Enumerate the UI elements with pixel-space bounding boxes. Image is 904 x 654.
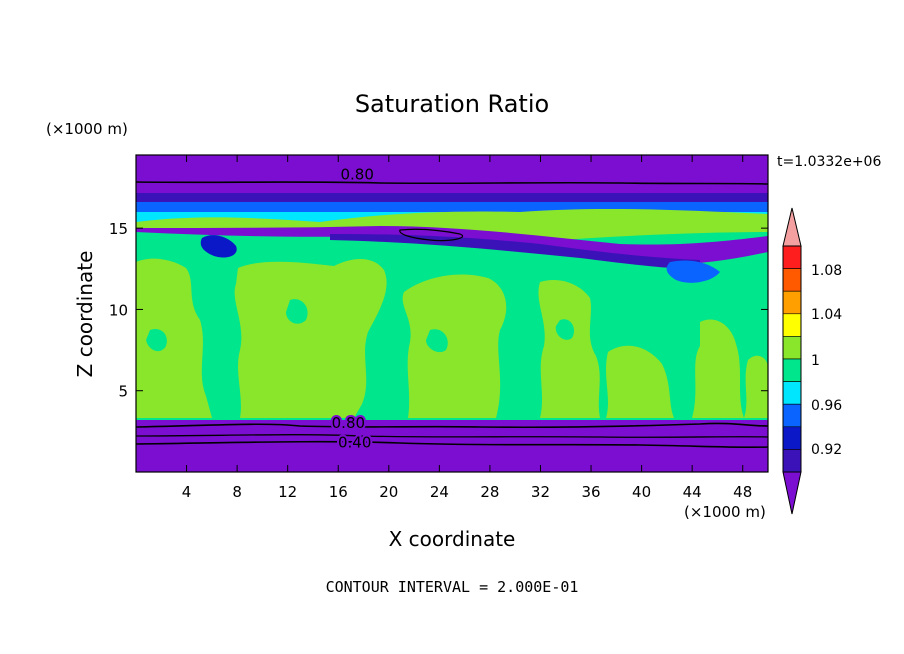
upper-dry-band <box>136 155 768 197</box>
x-tick-label: 44 <box>683 483 702 501</box>
y-unit-label: (×1000 m) <box>46 120 128 138</box>
x-tick-label: 36 <box>581 483 600 501</box>
contour-plot-area <box>136 155 768 472</box>
blue-cell-left <box>200 235 237 258</box>
colorbar-swatch <box>782 245 802 269</box>
plot-frame <box>135 154 769 473</box>
y-axis-label: Z coordinate <box>73 251 97 378</box>
contour-label: 0.80 <box>340 166 373 184</box>
contour-line-080-top <box>136 181 768 185</box>
x-tick-label: 12 <box>278 483 297 501</box>
colorbar-swatch <box>782 449 802 473</box>
colorbar-label: 0.96 <box>811 398 842 414</box>
x-axis: 4 8 12 16 20 24 28 32 36 40 44 48 <box>182 155 752 501</box>
y-tick-label: 10 <box>109 301 128 319</box>
x-tick-label: 4 <box>182 483 192 501</box>
x-tick-label: 48 <box>733 483 752 501</box>
y-axis: 5 10 15 <box>109 220 768 401</box>
x-tick-label: 16 <box>329 483 348 501</box>
y-tick-label: 5 <box>118 383 128 401</box>
contour-labels: 0.80 0.80 0.40 <box>330 164 376 454</box>
colorbar-swatch <box>782 358 802 382</box>
x-tick-label: 8 <box>232 483 242 501</box>
contour-label: 0.40 <box>338 434 371 452</box>
x-tick-label: 24 <box>430 483 449 501</box>
colorbar: 0.92 0.96 1 1.04 1.08 <box>782 207 842 515</box>
colorbar-label: 0.92 <box>811 442 842 458</box>
colorbar-swatch <box>782 426 802 450</box>
green-cells <box>136 258 768 418</box>
contour-line-080-bottom <box>136 422 768 429</box>
x-tick-label: 32 <box>531 483 550 501</box>
x-tick-label: 28 <box>480 483 499 501</box>
contour-interval-footer: CONTOUR INTERVAL = 2.000E-01 <box>326 578 579 596</box>
contour-line-060-bottom <box>136 434 768 438</box>
colorbar-swatch <box>782 268 802 292</box>
time-label: t=1.0332e+06 <box>777 154 881 170</box>
x-tick-label: 40 <box>632 483 651 501</box>
dark-stripe-core <box>330 234 700 269</box>
x-tick-label: 20 <box>379 483 398 501</box>
x-unit-label: (×1000 m) <box>684 503 766 521</box>
colorbar-swatch <box>782 403 802 428</box>
colorbar-frame <box>782 245 802 473</box>
colorbar-swatch <box>782 313 802 337</box>
contour-line-stripe <box>399 228 464 242</box>
contour-line-040-bottom <box>136 440 768 449</box>
colorbar-swatch <box>782 290 802 315</box>
chart-title: Saturation Ratio <box>355 90 549 118</box>
y-tick-label: 15 <box>109 220 128 238</box>
colorbar-label: 1.08 <box>811 263 842 279</box>
colorbar-swatch <box>782 381 802 405</box>
colorbar-label: 1.04 <box>811 307 842 323</box>
colorbar-bottom-arrow <box>782 471 802 515</box>
contour-label: 0.80 <box>332 414 365 432</box>
colorbar-swatch <box>782 336 802 360</box>
blue-cell-right <box>666 260 720 283</box>
x-axis-label: X coordinate <box>389 527 516 551</box>
colorbar-top-arrow <box>782 207 802 247</box>
colorbar-label: 1 <box>811 353 820 369</box>
